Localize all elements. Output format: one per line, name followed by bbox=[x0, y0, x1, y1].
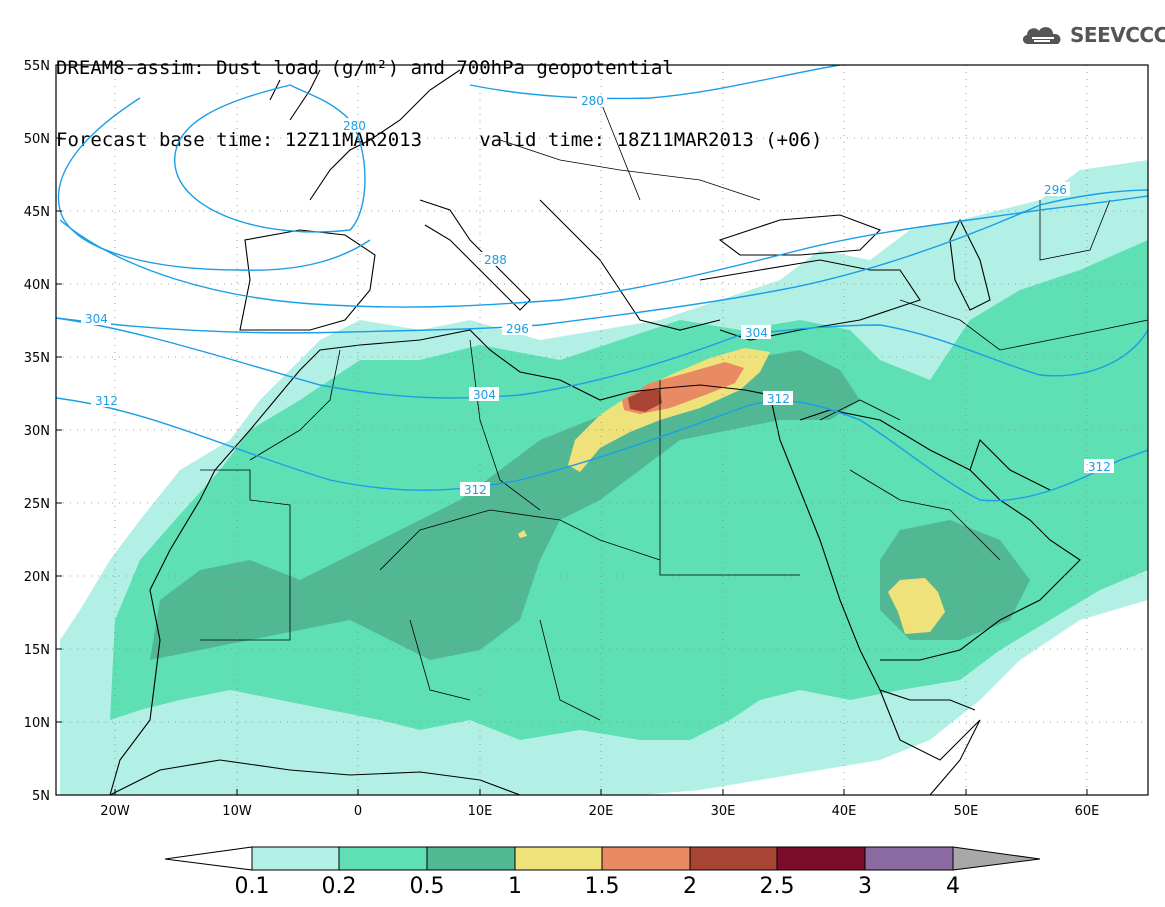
colorbar-bin bbox=[601, 846, 691, 871]
coastline-france-uk bbox=[269, 69, 461, 201]
cloud-icon bbox=[1022, 27, 1061, 44]
coastline-horn bbox=[879, 689, 981, 795]
axis-ticks bbox=[56, 64, 1088, 795]
colorbar-label: 2.5 bbox=[760, 874, 795, 899]
geopotential-contours bbox=[56, 65, 1148, 502]
lon-label: 10E bbox=[468, 804, 493, 819]
dust-field-yellow-yemen bbox=[888, 578, 945, 634]
lon-label: 60E bbox=[1075, 804, 1100, 819]
lat-label: 35N bbox=[24, 351, 50, 366]
colorbar-label: 4 bbox=[946, 874, 960, 899]
map-header: DREAM8-assim: Dust load (g/m²) and 700hP… bbox=[56, 8, 822, 176]
lat-label: 10N bbox=[24, 716, 50, 731]
colorbar-bin bbox=[251, 846, 340, 871]
border-morocco bbox=[249, 349, 341, 461]
lat-label: 30N bbox=[24, 424, 50, 439]
longitude-labels: 20W 10W 0 10E 20E 30E 40E 50E 60E bbox=[100, 804, 1099, 819]
dust-field-dark bbox=[150, 350, 860, 660]
border-algeria-libya bbox=[469, 339, 541, 511]
lat-label: 50N bbox=[24, 132, 50, 147]
border-mauritania bbox=[200, 469, 291, 641]
lon-label: 40E bbox=[832, 804, 857, 819]
colorbar-bin bbox=[338, 846, 428, 871]
border-sahel bbox=[379, 509, 661, 571]
contour-280-west bbox=[57, 97, 371, 271]
title-line: DREAM8-assim: Dust load (g/m²) and 700hP… bbox=[56, 57, 674, 79]
lon-label: 10W bbox=[222, 804, 252, 819]
contour-labels: 280 280 288 296 296 304 304 304 312 312 … bbox=[81, 93, 1114, 497]
coastline-turkey bbox=[699, 259, 921, 341]
contour-label-304-a: 304 bbox=[85, 312, 108, 326]
contour-label-312-a: 312 bbox=[95, 394, 118, 408]
contour-label-280-b: 280 bbox=[581, 94, 604, 108]
border-central-asia bbox=[1039, 199, 1111, 261]
latitude-labels: 55N 50N 45N 40N 35N 30N 25N 20N 15N 10N … bbox=[24, 59, 50, 804]
coastline-north-africa bbox=[109, 329, 771, 795]
coastline-red-sea bbox=[769, 394, 976, 711]
coastline-italy-balkans bbox=[419, 199, 721, 331]
coastline-gulf-guinea bbox=[109, 759, 521, 795]
contour-312 bbox=[56, 397, 1148, 502]
contour-280-north bbox=[469, 65, 841, 100]
colorbar-over-arrow bbox=[952, 846, 1041, 871]
lon-label: 20W bbox=[100, 804, 130, 819]
logo-text: SEEVCCC bbox=[1070, 23, 1165, 47]
coastline-iberia bbox=[239, 229, 376, 331]
colorbar-bin bbox=[776, 846, 866, 871]
border-iran bbox=[899, 299, 1148, 351]
lat-label: 15N bbox=[24, 643, 50, 658]
colorbar-label: 0.5 bbox=[410, 874, 445, 899]
contour-label-312-d: 312 bbox=[1088, 460, 1111, 474]
colorbar-bin bbox=[514, 846, 603, 871]
colorbar-bin bbox=[689, 846, 778, 871]
lon-label: 30E bbox=[711, 804, 736, 819]
colorbar-label: 0.2 bbox=[322, 874, 357, 899]
dust-field-brown bbox=[628, 390, 662, 412]
contour-288 bbox=[59, 195, 1148, 308]
border-europe bbox=[499, 99, 761, 201]
dust-fields bbox=[60, 160, 1148, 795]
coastlines bbox=[109, 69, 1081, 795]
contour-label-312-c: 312 bbox=[767, 392, 790, 406]
contour-label-296-b: 296 bbox=[1044, 183, 1067, 197]
lat-label: 5N bbox=[32, 789, 50, 804]
lat-label: 20N bbox=[24, 570, 50, 585]
colorbar-label: 2 bbox=[683, 874, 697, 899]
coastline-arabia bbox=[799, 409, 1081, 661]
colorbar: 0.1 0.2 0.5 1 1.5 2 2.5 3 4 bbox=[164, 846, 1041, 899]
border-egypt-sudan bbox=[659, 380, 800, 576]
lat-label: 55N bbox=[24, 59, 50, 74]
dust-field-yellow-spot bbox=[518, 530, 527, 538]
colorbar-label: 1 bbox=[508, 874, 522, 899]
contour-label-288: 288 bbox=[484, 253, 507, 267]
contour-296 bbox=[56, 189, 1148, 334]
colorbar-label: 0.1 bbox=[235, 874, 270, 899]
colorbar-label: 3 bbox=[858, 874, 872, 899]
colorbar-label: 1.5 bbox=[585, 874, 620, 899]
contour-label-304-b: 304 bbox=[473, 388, 496, 402]
contour-304 bbox=[56, 317, 1148, 399]
coastline-black-caspian bbox=[718, 214, 991, 311]
colorbar-under-arrow bbox=[164, 846, 253, 871]
contour-label-312-b: 312 bbox=[464, 483, 487, 497]
colorbar-bin bbox=[426, 846, 516, 871]
border-arabia bbox=[819, 399, 1001, 561]
forecast-time-line: Forecast base time: 12Z11MAR2013 valid t… bbox=[56, 129, 823, 151]
lon-label: 20E bbox=[589, 804, 614, 819]
seevccc-logo: SEEVCCC bbox=[1020, 22, 1165, 48]
colorbar-bin bbox=[864, 846, 954, 871]
lat-label: 40N bbox=[24, 278, 50, 293]
contour-label-280-a: 280 bbox=[343, 119, 366, 133]
contour-label-304-c: 304 bbox=[745, 326, 768, 340]
lat-label: 25N bbox=[24, 497, 50, 512]
country-borders bbox=[200, 99, 1148, 721]
lon-label: 0 bbox=[354, 804, 362, 819]
contour-280-loop bbox=[174, 84, 366, 233]
lat-label: 45N bbox=[24, 205, 50, 220]
border-west-africa bbox=[409, 619, 601, 721]
lon-label: 50E bbox=[954, 804, 979, 819]
contour-label-296-a: 296 bbox=[506, 322, 529, 336]
gridlines bbox=[56, 65, 1148, 795]
